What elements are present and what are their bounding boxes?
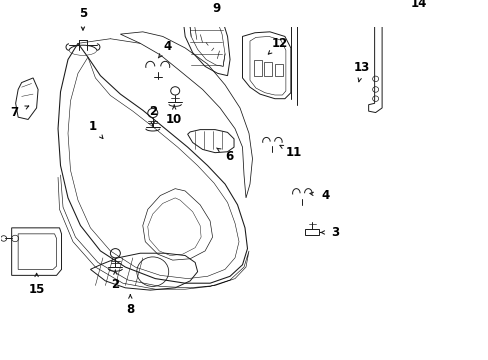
Text: 15: 15 [28, 283, 45, 296]
Text: 13: 13 [353, 61, 369, 74]
Text: 11: 11 [285, 146, 302, 159]
Text: 3: 3 [331, 226, 339, 239]
Text: 14: 14 [409, 0, 426, 10]
Text: 5: 5 [79, 7, 87, 20]
Text: 4: 4 [321, 189, 329, 202]
Text: 12: 12 [271, 37, 287, 50]
Text: 4: 4 [163, 40, 171, 53]
Text: 6: 6 [224, 150, 233, 163]
Text: 1: 1 [89, 120, 97, 133]
Text: 7: 7 [11, 106, 19, 119]
Text: 9: 9 [211, 2, 220, 15]
Text: 10: 10 [166, 113, 182, 126]
Text: 8: 8 [126, 303, 134, 316]
Text: 2: 2 [148, 105, 157, 118]
Text: 2: 2 [111, 278, 119, 291]
